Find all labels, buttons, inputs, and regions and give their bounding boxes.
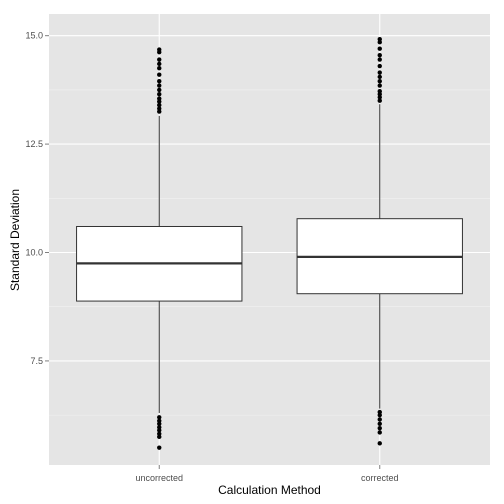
outlier-point: [377, 92, 382, 97]
outlier-point: [157, 425, 162, 430]
y-tick-label: 15.0: [25, 31, 43, 41]
outlier-point: [157, 434, 162, 440]
outlier-point: [157, 418, 162, 423]
outlier-point: [377, 79, 382, 84]
outlier-point: [377, 46, 382, 51]
outlier-point: [157, 92, 162, 97]
outlier-point: [157, 47, 162, 52]
y-tick-label: 10.0: [25, 248, 43, 258]
outlier-point: [377, 417, 382, 422]
minor-gridlines: [49, 89, 490, 416]
outlier-point: [377, 98, 382, 103]
outlier-point: [377, 425, 382, 431]
outlier-point: [157, 79, 162, 84]
outlier-point: [157, 109, 162, 114]
boxes-layer: [76, 36, 463, 450]
outlier-point: [157, 83, 162, 88]
outlier-point: [377, 52, 382, 58]
outlier-point: [377, 421, 382, 427]
outlier-point: [377, 70, 382, 75]
y-tick-label: 12.5: [25, 139, 43, 149]
axes-layer: 7.5 10.0 12.5 15.0 uncorrected corrected: [25, 31, 398, 483]
outlier-point: [157, 421, 162, 427]
outlier-point: [157, 415, 162, 420]
outlier-point: [377, 63, 382, 69]
outlier-point: [377, 83, 382, 88]
outlier-point: [377, 74, 382, 80]
outlier-point: [157, 99, 162, 104]
outlier-point: [377, 88, 382, 94]
outlier-point: [377, 39, 382, 45]
outlier-point: [157, 57, 162, 62]
outlier-point: [157, 87, 162, 93]
outlier-point: [157, 96, 162, 101]
outlier-point: [157, 66, 162, 71]
y-tick-label: 7.5: [30, 356, 43, 366]
x-tick-label: uncorrected: [135, 473, 183, 483]
outlier-point: [377, 57, 382, 62]
outlier-point: [157, 61, 162, 67]
outlier-point: [377, 441, 382, 446]
x-axis-title: Calculation Method: [218, 483, 321, 497]
outlier-point: [377, 36, 382, 42]
outlier-point: [157, 106, 162, 111]
outlier-point: [157, 428, 162, 433]
outlier-point: [157, 102, 162, 108]
outlier-point: [377, 95, 382, 100]
outlier-point: [377, 412, 382, 418]
outlier-point: [157, 431, 162, 436]
outlier-point: [157, 72, 162, 77]
y-axis-title: Standard Deviation: [8, 189, 22, 291]
outlier-point: [157, 445, 162, 450]
x-tick-label: corrected: [361, 473, 399, 483]
outlier-point: [377, 409, 382, 415]
outlier-point: [377, 430, 382, 435]
